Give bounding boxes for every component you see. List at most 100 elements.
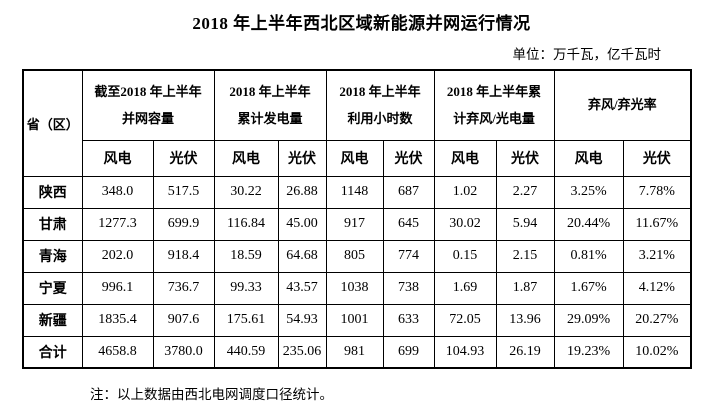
- data-cell: 805: [325, 239, 384, 273]
- data-cell: 7.78%: [622, 175, 692, 209]
- data-cell: 175.61: [213, 303, 279, 337]
- sub-header-solar: 光伏: [622, 139, 692, 177]
- data-cell: 1835.4: [81, 303, 154, 337]
- group-header-line: 2018 年上半年: [339, 83, 421, 99]
- data-cell: 29.09%: [553, 303, 624, 337]
- table-row: 陕西 348.0 517.5 30.22 26.88 1148 687 1.02 2.27 3.2…: [22, 175, 692, 209]
- sub-header-wind: 风电: [433, 139, 497, 177]
- data-cell: 1148: [325, 175, 384, 209]
- data-cell: 30.22: [213, 175, 279, 209]
- group-header-generation: 2018 年上半年 累计发电量: [213, 69, 327, 141]
- data-cell: 517.5: [152, 175, 215, 209]
- data-cell: 5.94: [495, 207, 555, 241]
- data-cell: 1.67%: [553, 271, 624, 305]
- data-cell: 981: [325, 335, 384, 369]
- data-cell: 11.67%: [622, 207, 692, 241]
- group-header-line: 截至2018 年上半年: [94, 83, 202, 99]
- footnote: 注：以上数据由西北电网调度口径统计。: [90, 387, 333, 402]
- data-cell: 1.87: [495, 271, 555, 305]
- data-cell: 116.84: [213, 207, 279, 241]
- sub-header-row: 风电 光伏 风电 光伏 风电 光伏 风电 光伏 风电 光伏: [23, 139, 692, 177]
- data-cell: 20.27%: [622, 303, 692, 337]
- sub-header-solar: 光伏: [152, 139, 215, 177]
- table-row: 青海 202.0 918.4 18.59 64.68 805 774 0.15 2.15 0.81…: [22, 239, 692, 273]
- group-header-line: 2018 年上半年累: [446, 83, 542, 99]
- sub-header-solar: 光伏: [382, 139, 435, 177]
- sub-header-wind: 风电: [325, 139, 384, 177]
- data-cell: 738: [382, 271, 435, 305]
- data-cell: 2.15: [495, 239, 555, 273]
- table-row: 合计 4658.8 3780.0 440.59 235.06 981 699 104.93 26…: [22, 335, 692, 369]
- data-cell: 3780.0: [152, 335, 215, 369]
- data-cell: 699.9: [152, 207, 215, 241]
- data-cell: 26.88: [277, 175, 327, 209]
- group-header-row: 省（区） 截至2018 年上半年 并网容量 2018 年上半年 累计发电量 20…: [22, 69, 692, 177]
- group-header-line: 利用小时数: [347, 110, 413, 126]
- table-header: 省（区） 截至2018 年上半年 并网容量 2018 年上半年 累计发电量 20…: [22, 69, 692, 177]
- sub-header-wind: 风电: [553, 139, 624, 177]
- data-cell: 13.96: [495, 303, 555, 337]
- page-title: 2018 年上半年西北区域新能源并网运行情况: [192, 14, 531, 33]
- data-cell: 3.25%: [553, 175, 624, 209]
- data-cell: 687: [382, 175, 435, 209]
- unit-label: 单位：万千瓦，亿千瓦时: [512, 47, 662, 62]
- data-cell: 348.0: [81, 175, 154, 209]
- data-cell: 907.6: [152, 303, 215, 337]
- sub-header-solar: 光伏: [495, 139, 555, 177]
- data-cell: 72.05: [433, 303, 497, 337]
- data-cell: 0.81%: [553, 239, 624, 273]
- data-cell: 2.27: [495, 175, 555, 209]
- table-body: 陕西 348.0 517.5 30.22 26.88 1148 687 1.02 2.27 3.2…: [22, 175, 692, 369]
- table-row: 新疆 1835.4 907.6 175.61 54.93 1001 633 72.05 13.9…: [22, 303, 692, 337]
- group-header-line: 弃风/弃光率: [588, 97, 657, 113]
- data-cell: 1001: [325, 303, 384, 337]
- group-header-line: 2018 年上半年: [229, 83, 311, 99]
- group-header-capacity: 截至2018 年上半年 并网容量: [81, 69, 215, 141]
- province-cell: 甘肃: [22, 207, 83, 241]
- province-cell: 新疆: [22, 303, 83, 337]
- data-cell: 235.06: [277, 335, 327, 369]
- data-cell: 918.4: [152, 239, 215, 273]
- corner-header-cell: 省（区）: [22, 69, 83, 177]
- data-cell: 54.93: [277, 303, 327, 337]
- data-cell: 26.19: [495, 335, 555, 369]
- sub-header-wind: 风电: [81, 139, 154, 177]
- data-cell: 774: [382, 239, 435, 273]
- data-cell: 699: [382, 335, 435, 369]
- data-cell: 30.02: [433, 207, 497, 241]
- data-cell: 10.02%: [622, 335, 692, 369]
- group-header-hours: 2018 年上半年 利用小时数: [325, 69, 435, 141]
- group-header-line: 并网容量: [122, 110, 175, 126]
- data-cell: 4.12%: [622, 271, 692, 305]
- data-cell: 45.00: [277, 207, 327, 241]
- data-table: 省（区） 截至2018 年上半年 并网容量 2018 年上半年 累计发电量 20…: [22, 69, 693, 369]
- data-cell: 64.68: [277, 239, 327, 273]
- data-cell: 917: [325, 207, 384, 241]
- data-cell: 202.0: [81, 239, 154, 273]
- data-cell: 19.23%: [553, 335, 624, 369]
- group-header-rate: 弃风/弃光率: [553, 69, 692, 141]
- data-cell: 645: [382, 207, 435, 241]
- province-cell: 青海: [22, 239, 83, 273]
- data-cell: 1.69: [433, 271, 497, 305]
- province-cell: 宁夏: [22, 271, 83, 305]
- table-row: 甘肃 1277.3 699.9 116.84 45.00 917 645 30.02 5.94 2…: [22, 207, 692, 241]
- group-header-line: 累计发电量: [237, 110, 303, 126]
- data-cell: 104.93: [433, 335, 497, 369]
- data-cell: 1277.3: [81, 207, 154, 241]
- data-cell: 633: [382, 303, 435, 337]
- data-cell: 996.1: [81, 271, 154, 305]
- data-cell: 736.7: [152, 271, 215, 305]
- province-cell: 陕西: [22, 175, 83, 209]
- data-cell: 20.44%: [553, 207, 624, 241]
- data-cell: 4658.8: [81, 335, 154, 369]
- data-cell: 440.59: [213, 335, 279, 369]
- data-cell: 1.02: [433, 175, 497, 209]
- data-cell: 43.57: [277, 271, 327, 305]
- group-header-curtailment: 2018 年上半年累 计弃风/光电量: [433, 69, 555, 141]
- sub-header-wind: 风电: [213, 139, 279, 177]
- group-header-line: 计弃风/光电量: [453, 110, 535, 126]
- province-cell: 合计: [22, 335, 83, 369]
- data-cell: 18.59: [213, 239, 279, 273]
